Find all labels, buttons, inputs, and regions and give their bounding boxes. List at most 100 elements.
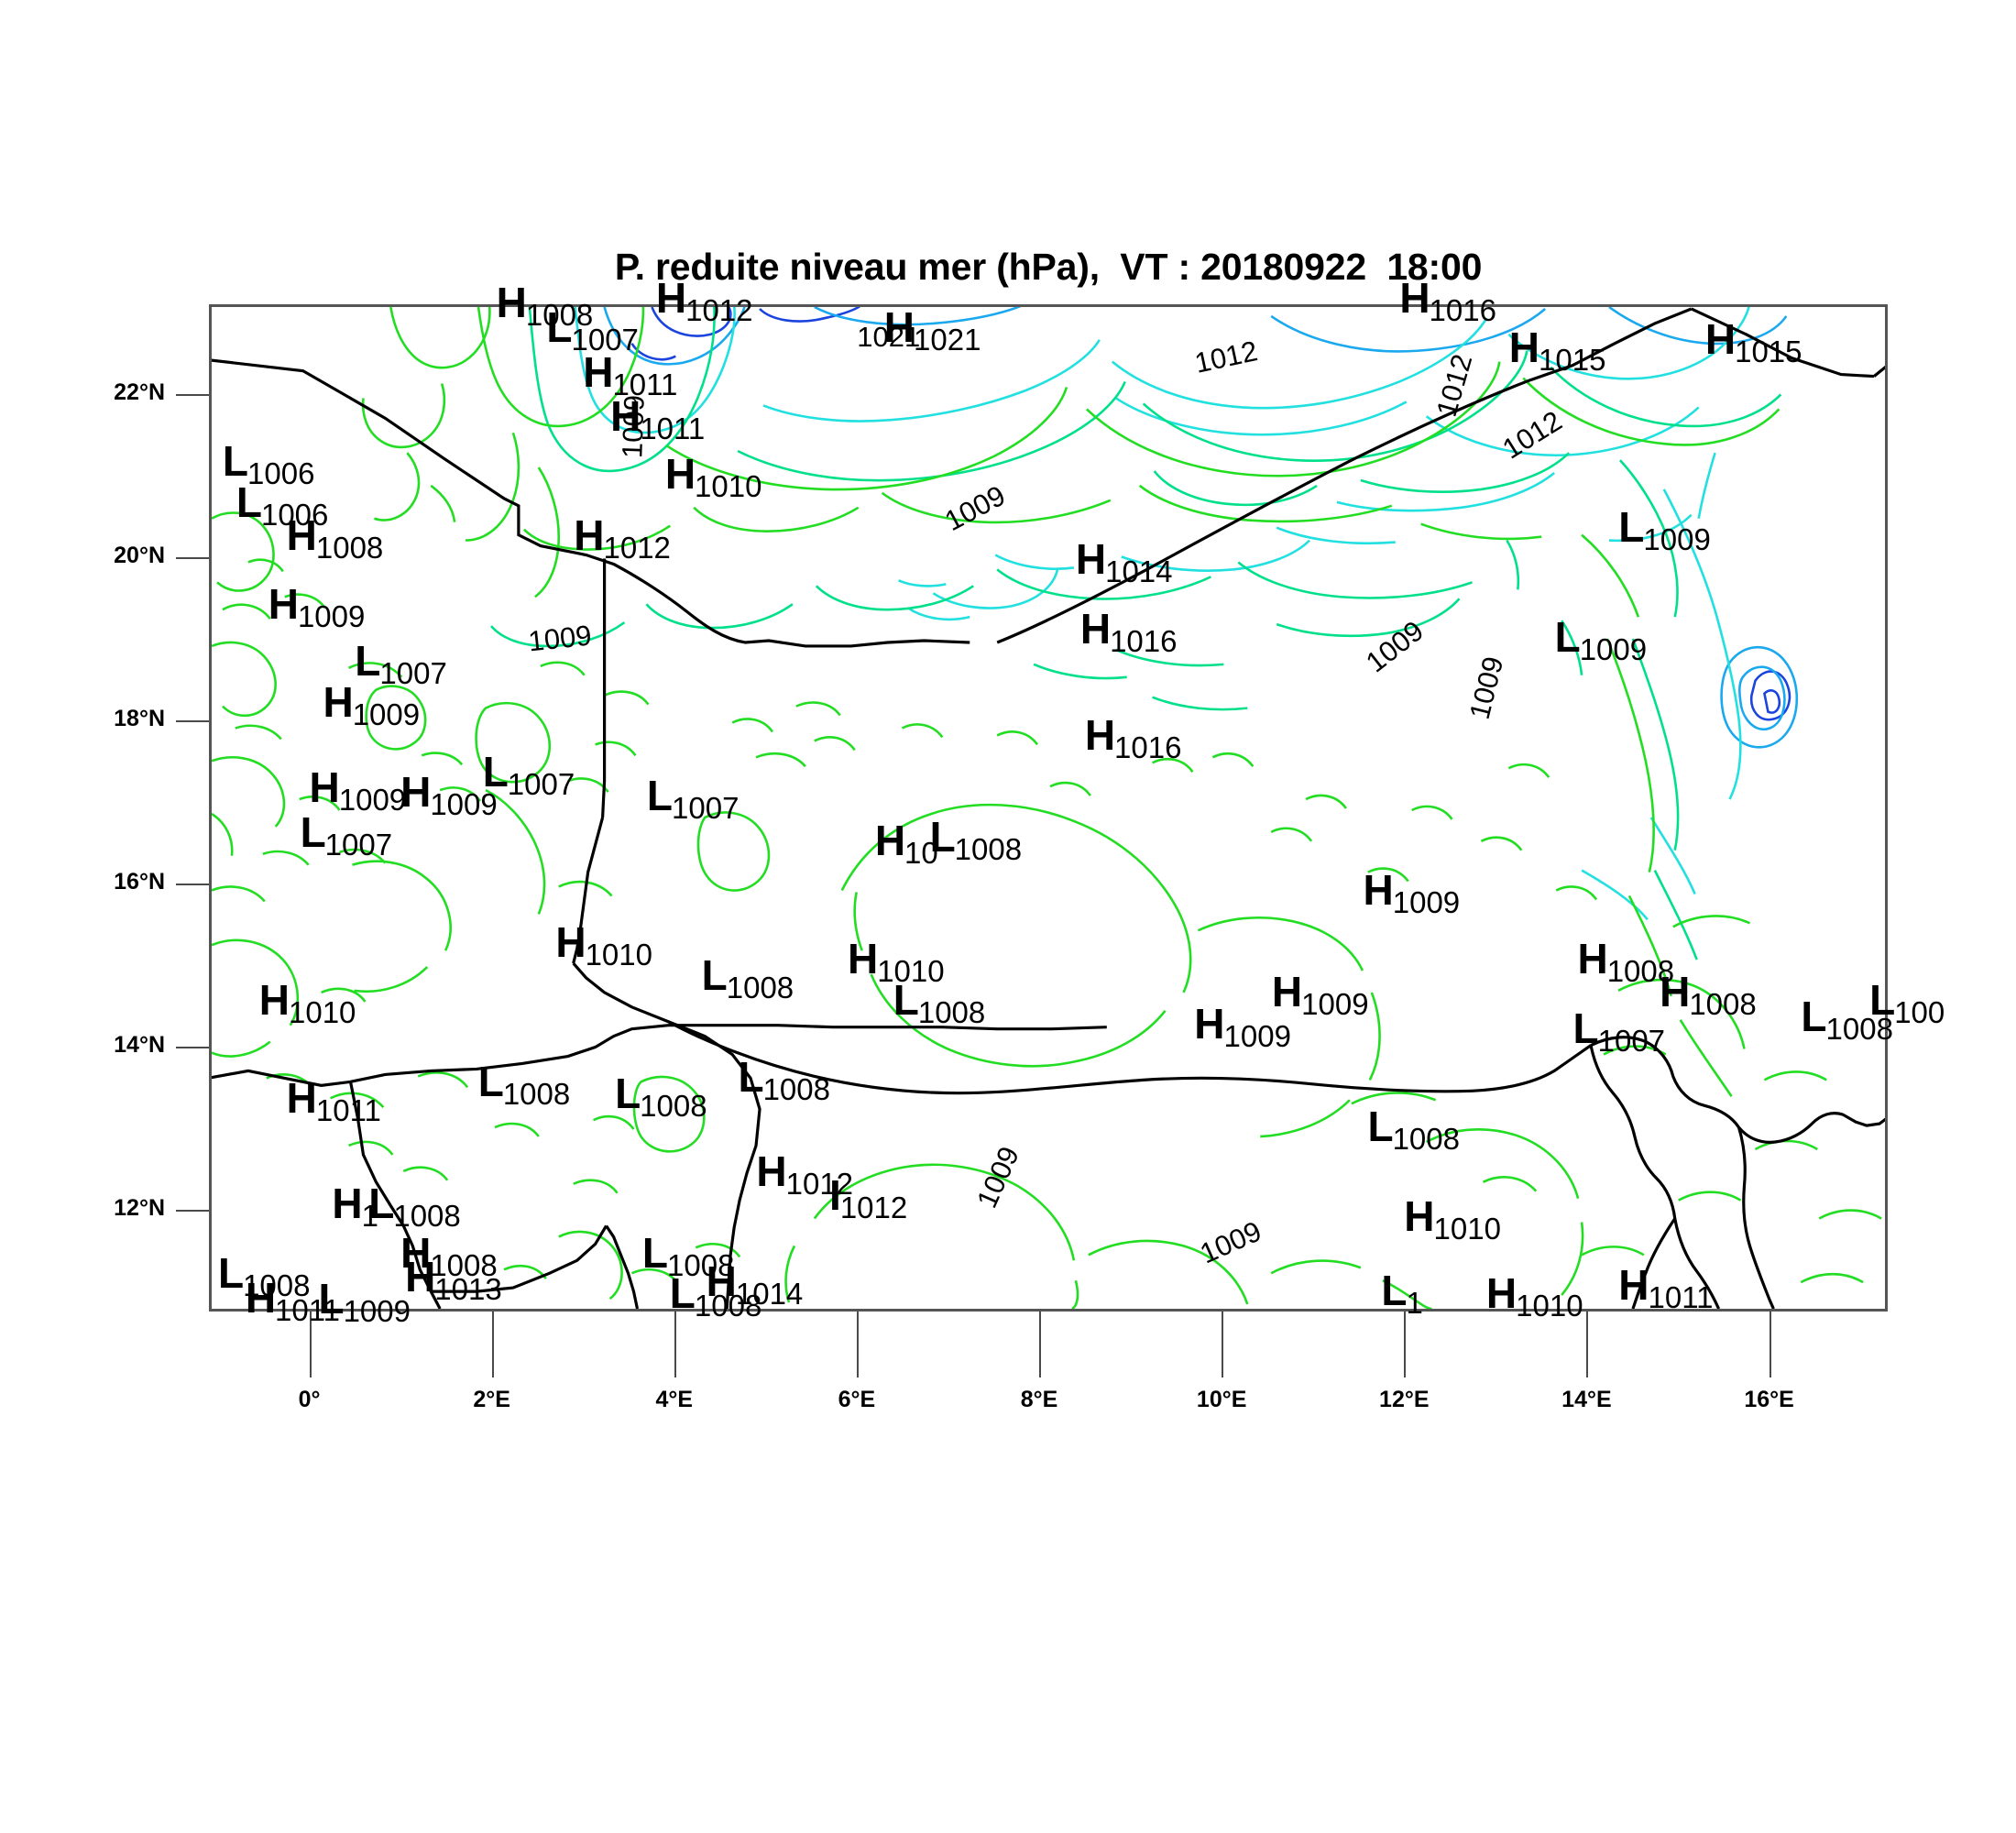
pressure-centre-high: H1010 (1404, 1195, 1502, 1244)
pressure-centre-type: H (268, 580, 299, 629)
pressure-centre-value: 1014 (735, 1276, 804, 1311)
pressure-centre-high: H1010 (1486, 1272, 1584, 1321)
pressure-centre-value: 1008 (694, 1289, 762, 1323)
map-plot-area (209, 304, 1888, 1312)
pressure-centre-type: L (1801, 992, 1827, 1040)
pressure-centre-high: H1013 (405, 1256, 503, 1304)
pressure-centre-value: 1009 (352, 697, 421, 731)
pressure-centre-value: 1009 (1223, 1019, 1291, 1054)
pressure-centre-high: H1008 (286, 510, 385, 563)
pressure-centre-value: 1010 (695, 468, 762, 503)
pressure-centre-low: L1008 (217, 1248, 312, 1301)
pressure-centre-value: 1016 (1110, 623, 1178, 658)
pressure-centre-type: L (217, 1248, 245, 1297)
pressure-centre-value: 1008 (243, 1268, 311, 1302)
pressure-centre-high: H1011 (583, 351, 678, 400)
pressure-centre-low: L1008 (701, 951, 795, 1003)
contour-value-label: 1009 (527, 619, 594, 658)
pressure-centre-type: H (286, 510, 317, 559)
pressure-centre-value: 1009 (1643, 521, 1711, 556)
pressure-centre-type: H (245, 1273, 277, 1322)
pressure-centre-type: H (756, 1147, 787, 1195)
x-tick-line (1769, 1312, 1771, 1377)
pressure-centre-value: 1009 (297, 599, 366, 634)
pressure-centre-high: H10 (875, 819, 939, 868)
pressure-centre-type: H (1363, 865, 1394, 914)
pressure-centre-type: H (286, 1073, 317, 1122)
pressure-centre-type: L (300, 808, 326, 857)
pressure-centre-type: H (1084, 710, 1116, 759)
x-tick-label: 10°E (1196, 1387, 1247, 1412)
pressure-centre-value: 1016 (1114, 730, 1182, 764)
pressure-centre-value: 1012 (839, 1191, 908, 1225)
pressure-centre-type: H (1194, 1000, 1225, 1048)
pressure-centre-high: H1008 (1660, 967, 1758, 1019)
pressure-centre-low: L1007 (300, 808, 394, 860)
pressure-centre-type: L (893, 975, 919, 1024)
pressure-centre-high: H1012 (656, 277, 754, 325)
pressure-centre-type: H (332, 1180, 363, 1228)
x-tick-label: 16°E (1744, 1387, 1794, 1412)
pressure-centre-type: L (236, 477, 262, 526)
pressure-centre-type: I (829, 1171, 841, 1220)
pressure-centre-high: H1 (332, 1180, 379, 1231)
y-tick-label: 18°N (114, 705, 165, 731)
pressure-centre-high: H1016 (1399, 274, 1497, 325)
y-tick-line (176, 556, 209, 559)
pressure-centre-type: H (400, 767, 432, 816)
pressure-centre-high: H1008 (497, 281, 595, 330)
pressure-centre-high: H1014 (707, 1260, 805, 1309)
pressure-centre-high: H1016 (1080, 608, 1178, 656)
pressure-centre-value: 1008 (954, 831, 1023, 866)
pressure-centre-value: 1008 (315, 530, 384, 565)
y-tick-line (176, 883, 209, 885)
pressure-centre-low: L1008 (478, 1060, 572, 1109)
pressure-centre-value: 1007 (672, 791, 740, 826)
pressure-centre-type: L (355, 637, 381, 686)
pressure-centre-value: 100 (1894, 994, 1945, 1029)
pressure-centre-value: 1008 (1392, 1121, 1460, 1156)
pressure-centre-type: H (555, 918, 586, 967)
x-tick-label: 6°E (838, 1387, 876, 1412)
pressure-centre-value: 1015 (1735, 334, 1802, 368)
pressure-centre-high: H1010 (555, 918, 653, 970)
pressure-centre-value: 1010 (585, 938, 652, 972)
pressure-centre-value: 1015 (1539, 342, 1606, 377)
pressure-centre-high: H1012 (574, 510, 672, 563)
pressure-centre-low: L1009 (1555, 616, 1649, 664)
y-tick-line (176, 1209, 209, 1212)
pressure-centre-mark: I1012 (829, 1171, 908, 1223)
pressure-centre-type: H (1660, 967, 1691, 1015)
pressure-centre-type: H (1075, 535, 1107, 584)
pressure-centre-value: 1011 (315, 1092, 381, 1127)
contour-1012 (490, 307, 1782, 960)
pressure-centre-type: L (738, 1053, 764, 1102)
pressure-centre-high: H1008 (1577, 938, 1675, 986)
pressure-centre-value: 10 (904, 836, 938, 871)
pressure-centre-value: 1008 (430, 1247, 498, 1282)
pressure-centre-type: H (309, 763, 340, 812)
x-tick-line (674, 1312, 676, 1377)
x-tick-label: 2°E (473, 1387, 510, 1412)
pressure-centre-low: L1007 (355, 637, 448, 688)
pressure-centre-value: 1007 (1597, 1023, 1666, 1058)
pressure-centre-type: H (610, 392, 641, 441)
pressure-centre-type: L (701, 951, 728, 1000)
pressure-centre-type: H (574, 510, 605, 559)
pressure-centre-high: H1011 (286, 1073, 382, 1125)
pressure-centre-value: 1016 (1429, 293, 1496, 328)
pressure-centre-value: 1006 (260, 497, 329, 532)
pressure-centre-type: H (883, 302, 915, 351)
pressure-centre-type: L (368, 1180, 395, 1228)
pressure-centre-value: 1009 (430, 786, 498, 821)
pressure-centre-value: 1010 (288, 994, 356, 1029)
pressure-centre-value: 1009 (338, 783, 407, 818)
pressure-centre-type: L (318, 1275, 345, 1323)
pressure-centre-type: L (222, 437, 249, 486)
pressure-centre-high: H1010 (848, 938, 946, 986)
x-tick-line (1586, 1312, 1589, 1377)
pressure-centre-type: L (546, 302, 573, 351)
x-tick-label: 4°E (655, 1387, 694, 1412)
pressure-centre-value: 1007 (379, 656, 447, 691)
pressure-centre-type: H (1399, 274, 1430, 323)
